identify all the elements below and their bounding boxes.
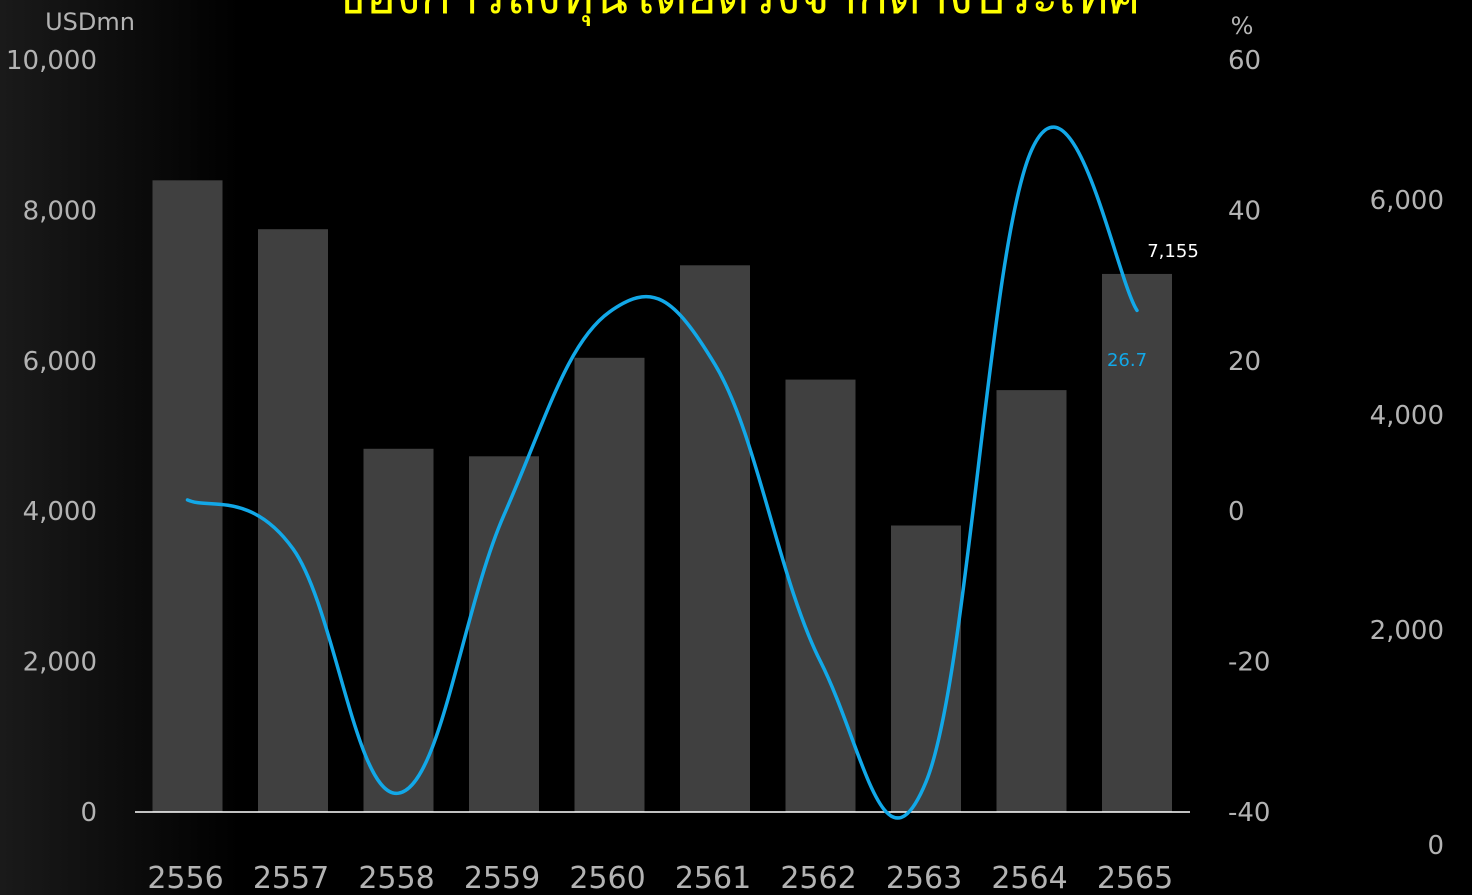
left-tick-label: 8,000 — [23, 196, 97, 226]
x-tick-label: 2559 — [464, 861, 540, 895]
left-tick-label: 0 — [80, 798, 97, 828]
bar-2558 — [363, 448, 434, 812]
x-tick-label: 2562 — [780, 861, 856, 895]
x-tick-label: 2564 — [991, 861, 1067, 895]
bar-2565 — [1102, 273, 1172, 813]
bar-data-label: 7,155 — [1147, 241, 1199, 262]
right-tick-label: 20 — [1228, 347, 1261, 377]
right-tick-label: -40 — [1228, 798, 1270, 828]
left-y-axis: 0 2,000 4,000 6,000 8,000 10,000 — [6, 46, 97, 828]
x-tick-label: 2556 — [147, 861, 223, 895]
left-tick-label: 2,000 — [23, 648, 97, 678]
far-right-y-axis: 0 2,000 4,000 6,000 — [1370, 186, 1444, 861]
left-tick-label: 6,000 — [23, 347, 97, 377]
x-tick-label: 2565 — [1097, 861, 1173, 895]
chart-title: ของการลงทุนโดยตรงจากต่างประเทศ — [0, 0, 1472, 26]
x-tick-label: 2558 — [358, 861, 434, 895]
right-axis-unit: % — [1231, 12, 1254, 40]
right-tick-label: 40 — [1228, 196, 1261, 226]
bar-2563 — [891, 525, 961, 812]
far-right-tick-label: 2,000 — [1370, 616, 1444, 646]
bar-2559 — [469, 456, 539, 812]
bar-2557 — [258, 229, 328, 812]
left-tick-label: 4,000 — [23, 497, 97, 527]
x-tick-label: 2563 — [886, 861, 962, 895]
bar-2562 — [785, 379, 856, 812]
bar-series — [152, 180, 1172, 813]
left-tick-label: 10,000 — [6, 46, 97, 76]
growth-line — [185, 125, 1139, 820]
x-tick-label: 2557 — [253, 861, 329, 895]
right-tick-label: 0 — [1228, 497, 1245, 527]
bar-2556 — [152, 180, 223, 812]
far-right-tick-label: 0 — [1427, 831, 1444, 861]
bar-2560 — [574, 357, 645, 812]
far-right-tick-label: 4,000 — [1370, 401, 1444, 431]
far-right-tick-label: 6,000 — [1370, 186, 1444, 216]
right-tick-label: 60 — [1228, 46, 1261, 76]
right-tick-label: -20 — [1228, 648, 1270, 678]
bar-2561 — [680, 265, 750, 812]
x-axis: 2556 2557 2558 2559 2560 2561 2562 2563 2564 2565 — [147, 861, 1173, 895]
bar-2564 — [996, 390, 1067, 812]
x-tick-label: 2560 — [569, 861, 645, 895]
x-tick-label: 2561 — [675, 861, 751, 895]
line-data-label: 26.7 — [1107, 350, 1147, 371]
left-axis-unit: USDmn — [45, 8, 135, 36]
right-y-axis: -40 -20 0 20 40 60 — [1228, 46, 1270, 828]
